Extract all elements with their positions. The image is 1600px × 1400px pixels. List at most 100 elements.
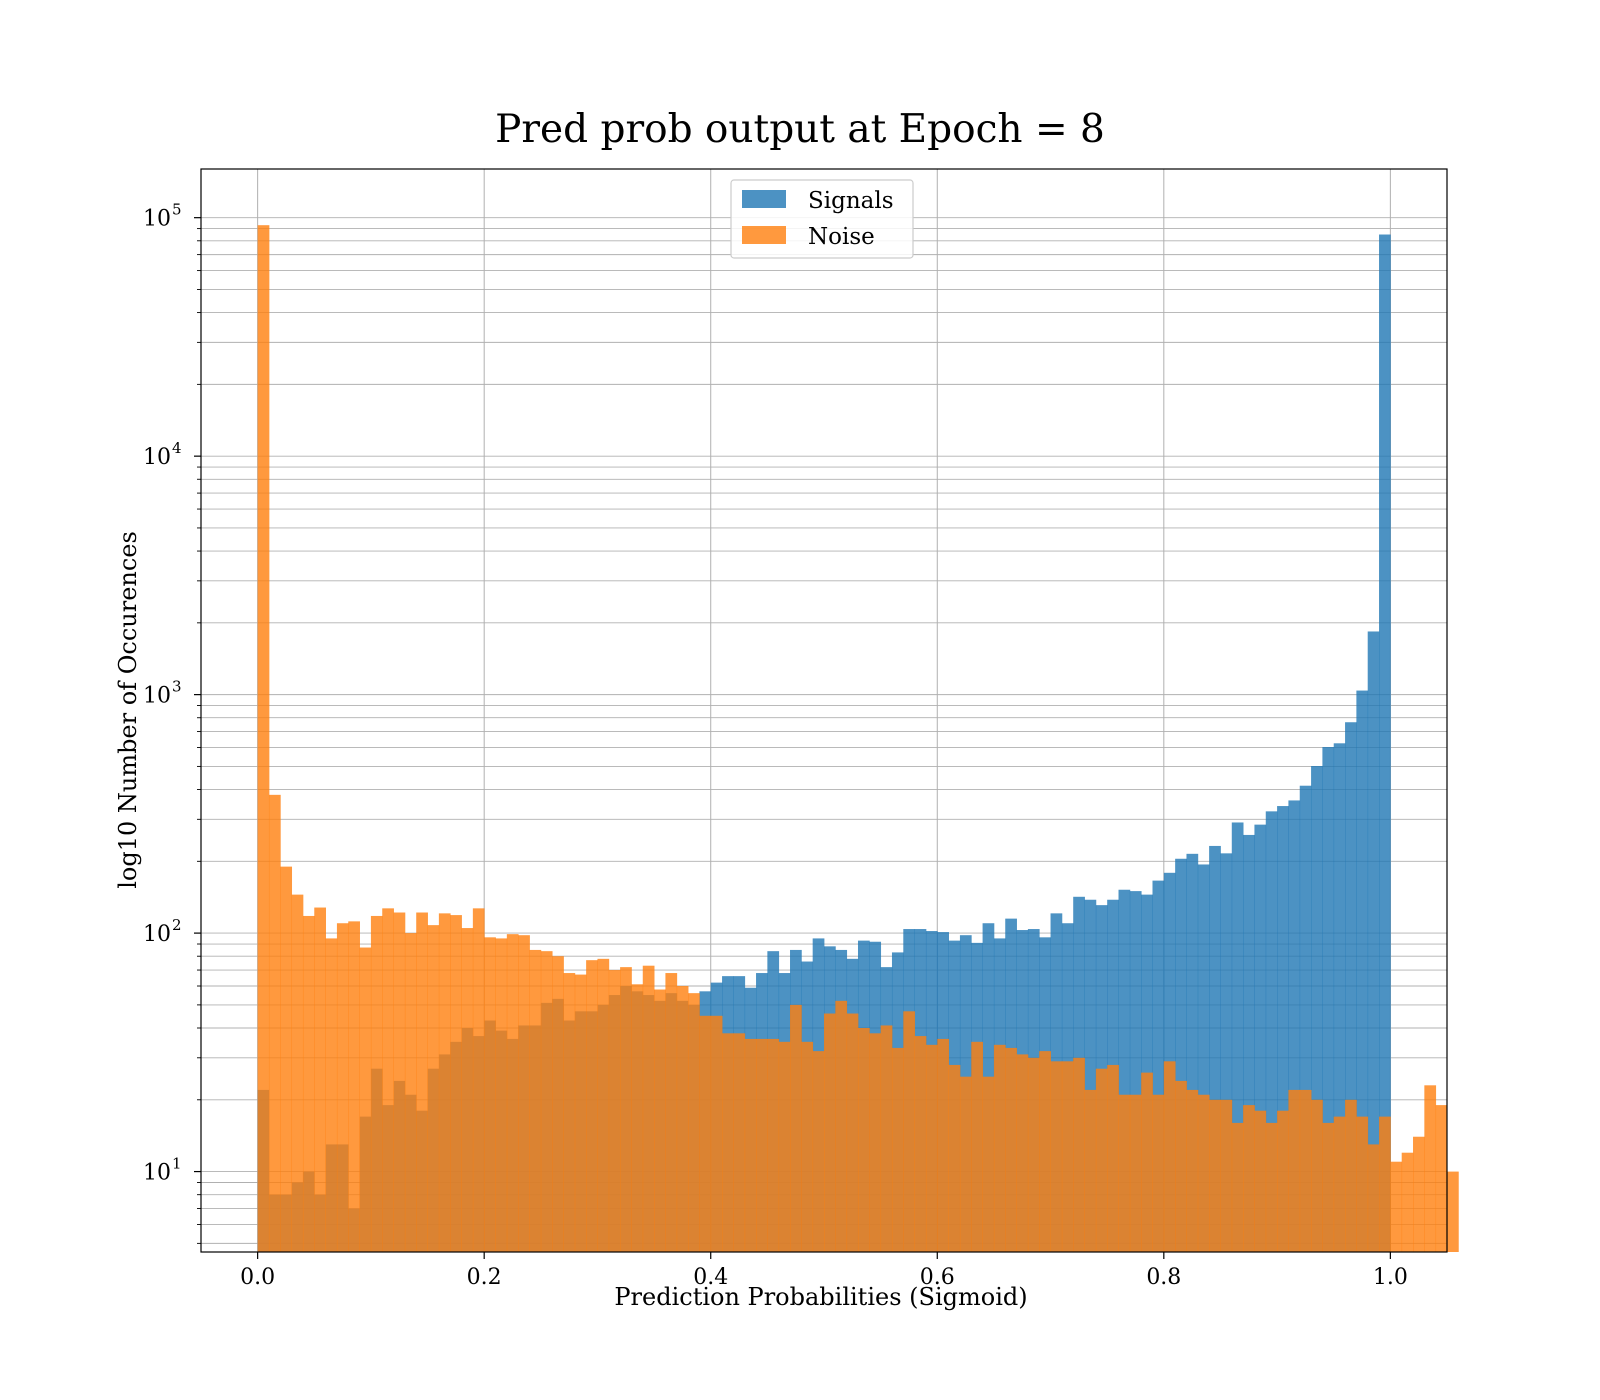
bar-noise — [608, 970, 621, 1252]
bar-noise — [1311, 1099, 1323, 1252]
bar-noise — [427, 925, 440, 1252]
bar-noise — [654, 989, 666, 1252]
bar-signals — [1231, 822, 1244, 1252]
bar-noise — [620, 967, 632, 1252]
bar-noise — [1265, 1122, 1278, 1252]
bar-noise — [268, 794, 281, 1252]
bar-noise — [869, 1033, 882, 1252]
x-tick-label: 0.8 — [1146, 1265, 1181, 1290]
bar-noise — [699, 1015, 712, 1252]
bar-noise — [1005, 1047, 1017, 1252]
bar-noise — [1322, 1122, 1335, 1252]
chart-title: Pred prob output at Epoch = 8 — [495, 107, 1105, 152]
bar-noise — [495, 938, 508, 1252]
bar-noise — [1152, 1094, 1165, 1252]
y-tick-label-exponent: 3 — [172, 678, 182, 696]
bar-signals — [1288, 800, 1301, 1252]
y-tick-label: 10 — [143, 922, 171, 947]
bar-noise — [1141, 1072, 1153, 1252]
bar-noise — [880, 1025, 893, 1252]
x-tick-label: 0.2 — [467, 1265, 502, 1290]
bar-noise — [1390, 1161, 1403, 1252]
bar-noise — [1061, 1061, 1074, 1252]
legend-label-signals: Signals — [808, 188, 894, 214]
bar-noise — [484, 937, 496, 1252]
bar-noise — [993, 1044, 1006, 1252]
bar-noise — [812, 1051, 825, 1252]
bar-signals — [1175, 858, 1187, 1252]
bar-noise — [959, 1076, 972, 1252]
bar-noise — [1084, 1089, 1097, 1252]
bar-noise — [450, 915, 462, 1252]
bar-signals — [1084, 899, 1097, 1252]
bar-noise — [790, 1004, 802, 1252]
bar-noise — [1050, 1061, 1063, 1252]
bar-noise — [1073, 1057, 1085, 1252]
bar-noise — [257, 225, 270, 1252]
bar-noise — [676, 986, 689, 1252]
bar-noise — [824, 1013, 836, 1252]
bar-noise — [314, 907, 326, 1252]
bar-noise — [982, 1076, 995, 1252]
bar-noise — [336, 923, 349, 1252]
legend: Signals Noise — [730, 179, 914, 259]
bar-signals — [1333, 743, 1346, 1252]
bar-signals — [1345, 722, 1357, 1252]
bar-noise — [1288, 1089, 1301, 1252]
bar-noise — [382, 908, 394, 1252]
bar-noise — [801, 1041, 814, 1252]
bar-signals — [1152, 880, 1165, 1252]
bar-noise — [1401, 1152, 1414, 1252]
legend-swatch-noise — [742, 226, 786, 244]
y-tick-label-exponent: 1 — [172, 1155, 182, 1173]
bar-noise — [1197, 1094, 1210, 1252]
bar-noise — [574, 974, 587, 1252]
bar-signals — [1379, 234, 1391, 1252]
bar-noise — [835, 1000, 848, 1252]
bar-noise — [1424, 1085, 1437, 1252]
bar-noise — [1095, 1068, 1108, 1252]
bar-signals — [1209, 845, 1221, 1252]
plot-frame — [200, 168, 1448, 1253]
y-tick-label: 10 — [143, 207, 171, 232]
x-tick-label: 1.0 — [1373, 1265, 1408, 1290]
bar-noise — [891, 1047, 904, 1252]
bar-signals — [1277, 806, 1289, 1252]
bar-signals — [1220, 853, 1233, 1252]
bar-signals — [1356, 690, 1369, 1252]
bar-noise — [1175, 1080, 1187, 1252]
legend-label-noise: Noise — [808, 224, 875, 250]
bar-noise — [506, 934, 519, 1252]
bar-signals — [1254, 824, 1267, 1252]
bar-noise — [1016, 1054, 1029, 1252]
x-tick-label: 0.6 — [920, 1265, 955, 1290]
y-tick-label: 10 — [143, 1161, 171, 1186]
bar-noise — [1356, 1116, 1369, 1252]
bar-noise — [937, 1038, 949, 1252]
bar-noise — [722, 1033, 734, 1252]
bar-noise — [971, 1041, 983, 1252]
bar-signals — [1299, 785, 1312, 1252]
bar-noise — [756, 1038, 768, 1252]
bar-noise — [472, 908, 485, 1252]
bar-noise — [359, 947, 372, 1252]
bar-signals — [1322, 747, 1335, 1252]
bar-noise — [710, 1015, 723, 1252]
bar-noise — [1435, 1105, 1448, 1252]
bar-signals — [1243, 834, 1255, 1252]
bar-noise — [1277, 1110, 1289, 1252]
bar-noise — [438, 913, 451, 1252]
y-tick-label-exponent: 2 — [172, 916, 182, 934]
bar-noise — [631, 984, 644, 1252]
bar-noise — [767, 1038, 780, 1252]
bar-noise — [461, 928, 474, 1252]
y-tick-label-exponent: 5 — [172, 201, 182, 219]
bar-noise — [1027, 1057, 1040, 1252]
bar-noise — [903, 1011, 916, 1252]
bar-noise — [1379, 1116, 1391, 1252]
legend-swatch-signals — [742, 190, 786, 208]
bar-noise — [302, 915, 315, 1252]
bar-noise — [1220, 1099, 1233, 1252]
